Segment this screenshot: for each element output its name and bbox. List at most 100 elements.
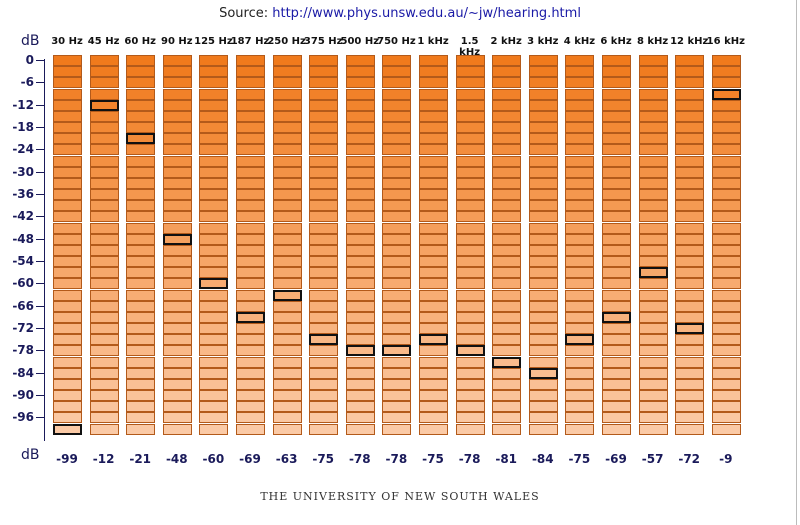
level-cell[interactable] — [382, 133, 412, 145]
level-cell[interactable] — [492, 222, 522, 234]
level-cell[interactable] — [53, 278, 82, 290]
level-cell[interactable] — [565, 412, 595, 424]
level-cell[interactable] — [345, 367, 375, 379]
level-cell[interactable] — [199, 233, 229, 245]
level-cell[interactable] — [675, 99, 705, 111]
level-cell[interactable] — [272, 110, 302, 122]
level-cell[interactable] — [382, 334, 412, 346]
level-cell[interactable] — [272, 267, 302, 279]
level-cell[interactable] — [602, 166, 631, 178]
level-cell[interactable] — [309, 412, 339, 424]
selected-level-cell[interactable] — [528, 367, 558, 379]
level-cell[interactable] — [455, 244, 485, 256]
level-cell[interactable] — [675, 278, 705, 290]
level-cell[interactable] — [528, 66, 558, 78]
level-cell[interactable] — [675, 200, 705, 212]
level-cell[interactable] — [162, 110, 192, 122]
level-cell[interactable] — [309, 55, 339, 66]
level-cell[interactable] — [711, 166, 741, 178]
level-cell[interactable] — [711, 289, 741, 301]
level-cell[interactable] — [455, 110, 485, 122]
level-cell[interactable] — [602, 144, 631, 156]
level-cell[interactable] — [602, 233, 631, 245]
level-cell[interactable] — [126, 412, 156, 424]
level-cell[interactable] — [565, 200, 595, 212]
level-cell[interactable] — [492, 401, 522, 413]
level-cell[interactable] — [638, 412, 668, 424]
level-cell[interactable] — [711, 244, 741, 256]
level-cell[interactable] — [528, 110, 558, 122]
level-cell[interactable] — [711, 378, 741, 390]
level-cell[interactable] — [528, 77, 558, 89]
level-cell[interactable] — [419, 110, 448, 122]
level-cell[interactable] — [272, 423, 302, 435]
level-cell[interactable] — [711, 356, 741, 368]
level-cell[interactable] — [126, 189, 156, 201]
level-cell[interactable] — [199, 323, 229, 335]
level-cell[interactable] — [309, 200, 339, 212]
level-cell[interactable] — [638, 144, 668, 156]
level-cell[interactable] — [528, 401, 558, 413]
level-cell[interactable] — [602, 278, 631, 290]
level-cell[interactable] — [675, 177, 705, 189]
level-cell[interactable] — [565, 211, 595, 223]
level-cell[interactable] — [565, 133, 595, 145]
level-cell[interactable] — [419, 412, 448, 424]
level-cell[interactable] — [126, 334, 156, 346]
level-cell[interactable] — [638, 345, 668, 357]
level-cell[interactable] — [199, 256, 229, 268]
level-cell[interactable] — [711, 66, 741, 78]
level-cell[interactable] — [53, 300, 82, 312]
level-cell[interactable] — [53, 244, 82, 256]
level-cell[interactable] — [53, 166, 82, 178]
level-cell[interactable] — [602, 378, 631, 390]
level-cell[interactable] — [162, 278, 192, 290]
level-cell[interactable] — [455, 300, 485, 312]
level-cell[interactable] — [89, 110, 119, 122]
level-cell[interactable] — [419, 401, 448, 413]
level-cell[interactable] — [345, 423, 375, 435]
level-cell[interactable] — [345, 144, 375, 156]
level-cell[interactable] — [492, 278, 522, 290]
level-cell[interactable] — [638, 401, 668, 413]
level-cell[interactable] — [528, 189, 558, 201]
level-cell[interactable] — [675, 77, 705, 89]
level-cell[interactable] — [162, 378, 192, 390]
level-cell[interactable] — [528, 278, 558, 290]
level-cell[interactable] — [236, 66, 265, 78]
level-cell[interactable] — [272, 99, 302, 111]
level-cell[interactable] — [126, 122, 156, 134]
level-cell[interactable] — [162, 323, 192, 335]
level-cell[interactable] — [492, 122, 522, 134]
level-cell[interactable] — [236, 256, 265, 268]
level-cell[interactable] — [455, 334, 485, 346]
level-cell[interactable] — [638, 66, 668, 78]
level-cell[interactable] — [675, 133, 705, 145]
level-cell[interactable] — [602, 401, 631, 413]
selected-level-cell[interactable] — [492, 356, 522, 368]
level-cell[interactable] — [455, 122, 485, 134]
level-cell[interactable] — [528, 300, 558, 312]
level-cell[interactable] — [675, 233, 705, 245]
level-cell[interactable] — [675, 166, 705, 178]
level-cell[interactable] — [419, 267, 448, 279]
level-cell[interactable] — [309, 267, 339, 279]
level-cell[interactable] — [419, 278, 448, 290]
level-cell[interactable] — [345, 133, 375, 145]
level-cell[interactable] — [199, 122, 229, 134]
level-cell[interactable] — [565, 345, 595, 357]
selected-level-cell[interactable] — [455, 345, 485, 357]
level-cell[interactable] — [345, 289, 375, 301]
level-cell[interactable] — [565, 233, 595, 245]
level-cell[interactable] — [419, 323, 448, 335]
level-cell[interactable] — [126, 267, 156, 279]
level-cell[interactable] — [236, 211, 265, 223]
level-cell[interactable] — [89, 345, 119, 357]
level-cell[interactable] — [492, 311, 522, 323]
level-cell[interactable] — [528, 267, 558, 279]
level-cell[interactable] — [199, 345, 229, 357]
level-cell[interactable] — [528, 423, 558, 435]
level-cell[interactable] — [455, 222, 485, 234]
level-cell[interactable] — [419, 99, 448, 111]
source-link[interactable]: http://www.phys.unsw.edu.au/~jw/hearing.… — [272, 6, 581, 21]
